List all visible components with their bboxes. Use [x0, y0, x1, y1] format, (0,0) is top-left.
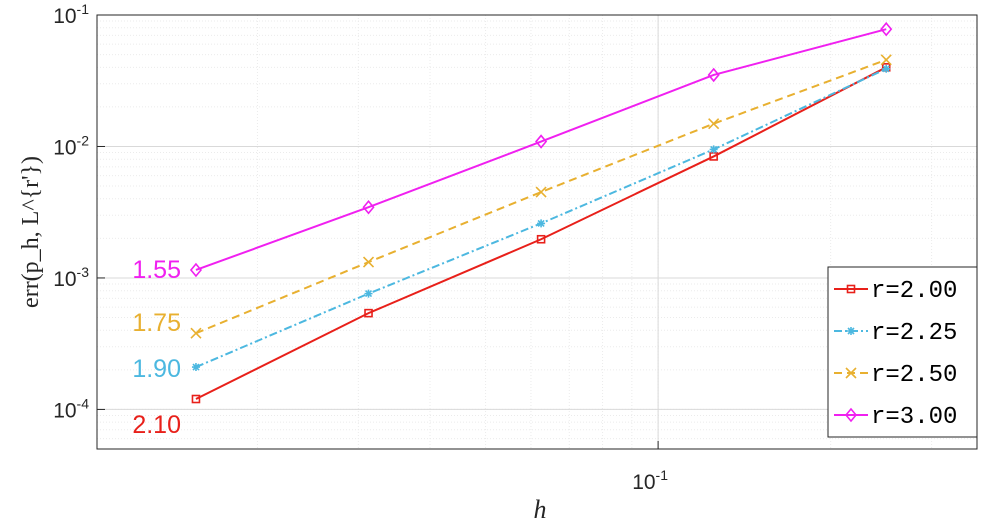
marker: [707, 67, 720, 83]
tick-base: 10: [632, 471, 655, 494]
legend-marker: [847, 327, 855, 335]
legend-label: r=2.25: [871, 320, 957, 347]
marker: [844, 407, 858, 423]
legend-label: r=3.00: [871, 404, 957, 431]
tick-exponent: -1: [656, 467, 669, 483]
tick-exponent: -4: [77, 395, 90, 411]
marker: [362, 199, 375, 215]
tick-exponent: -2: [77, 132, 90, 148]
legend-marker: [844, 407, 858, 423]
series-line: [195, 28, 887, 271]
marker: [535, 186, 547, 198]
marker: [709, 145, 718, 154]
marker: [536, 234, 546, 244]
marker: [189, 262, 203, 278]
marker: [191, 394, 201, 404]
slope-annotation: 1.90: [132, 355, 181, 383]
marker: [362, 256, 375, 268]
tick-base: 10: [53, 268, 76, 291]
tick-label: 10-2: [53, 132, 89, 159]
slope-annotation: 1.75: [132, 309, 181, 337]
legend-box: [827, 266, 978, 438]
marker: [364, 308, 373, 318]
marker: [535, 134, 548, 149]
tick-label: 10-4: [53, 395, 89, 422]
marker: [847, 327, 855, 335]
marker: [882, 64, 891, 73]
series-line: [195, 58, 887, 335]
tick-base: 10: [53, 399, 76, 422]
axes-box: [96, 14, 978, 450]
legend-marker: [846, 284, 856, 294]
marker: [708, 118, 720, 130]
marker: [537, 219, 546, 228]
tick-base: 10: [53, 5, 76, 28]
tick-base: 10: [53, 136, 76, 159]
legend-label: r=2.50: [871, 362, 957, 389]
x-axis-label: h: [534, 495, 547, 524]
marker: [191, 363, 200, 372]
tick-label: 10-3: [53, 264, 89, 291]
tick-label: 10-1: [53, 1, 89, 28]
marker: [846, 284, 856, 294]
slope-annotation: 1.55: [132, 256, 181, 284]
tick-exponent: -3: [77, 264, 90, 280]
tick-exponent: -1: [77, 1, 90, 17]
marker: [880, 21, 893, 37]
series-line: [195, 66, 887, 400]
marker: [190, 327, 202, 339]
marker: [880, 54, 892, 66]
legend-marker: [845, 367, 857, 379]
tick-label: 10-1: [632, 467, 668, 494]
legend-label: r=2.00: [871, 278, 957, 305]
marker: [845, 367, 857, 379]
marker: [364, 289, 373, 298]
y-axis-label: err(p_h, L^{r'}): [18, 156, 44, 308]
slope-annotation: 2.10: [132, 411, 181, 439]
